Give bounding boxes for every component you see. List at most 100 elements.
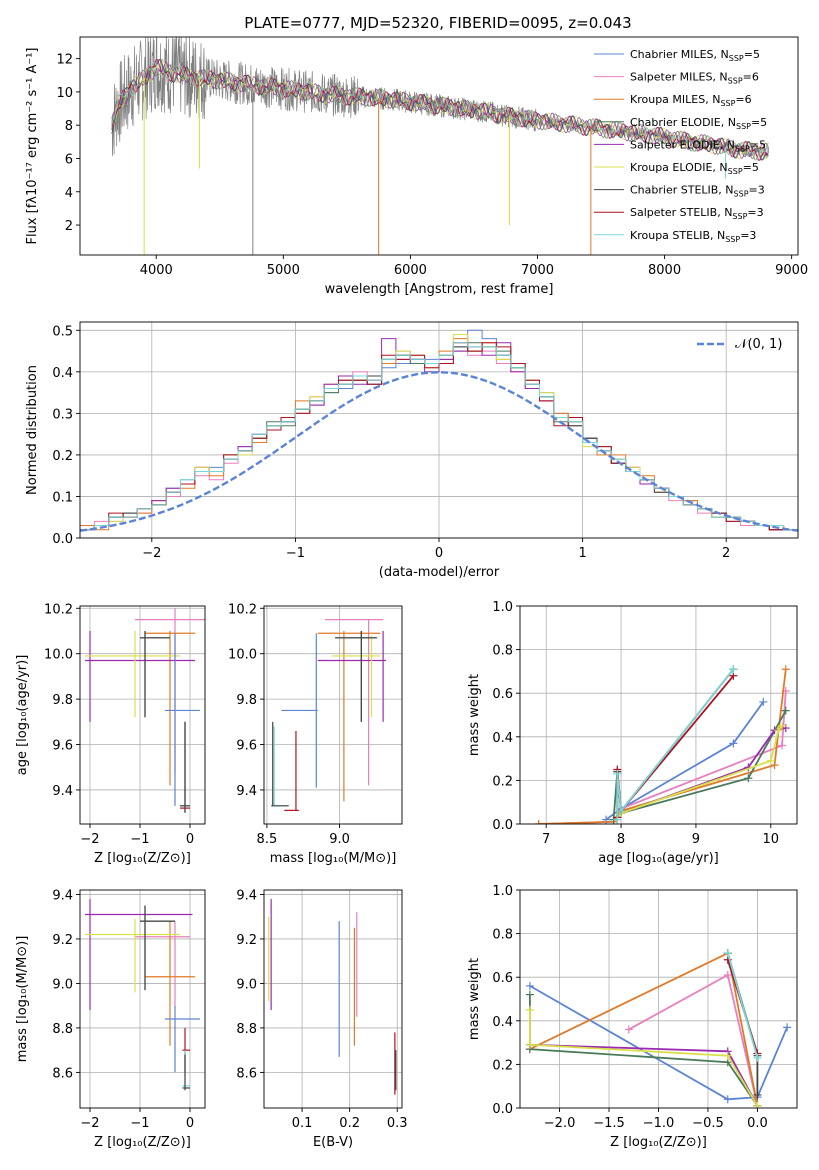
legend-sub: SSP <box>728 167 743 176</box>
y-tick-label: 0.5 <box>52 324 73 339</box>
x-tick-label: 6000 <box>394 263 427 278</box>
plot-area <box>520 606 797 824</box>
y-tick-label: 0.3 <box>52 407 73 422</box>
y-tick-label: 0.2 <box>52 449 73 464</box>
x-tick-label: −1 <box>286 546 305 561</box>
legend-label: Chabrier STELIB, N <box>630 184 734 197</box>
y-tick-label: 0.0 <box>52 532 73 547</box>
y-tick-label: 0.8 <box>492 644 513 659</box>
plus-marker <box>729 739 738 748</box>
axes-frame <box>519 889 798 1109</box>
chart-mass_vs_EBV: 0.1 0.2 0.3 8.6 8.8 9.0 9.2 9.4 E(B-V) <box>236 888 407 1150</box>
plus-marker <box>753 1053 762 1062</box>
figure-title: PLATE=0777, MJD=52320, FIBERID=0095, z=0… <box>244 14 631 32</box>
y-tick-label: 8 <box>65 119 73 134</box>
series-line-salpeter_stelib <box>616 675 735 818</box>
x-axis-label: wavelength [Angstrom, rest frame] <box>325 282 554 297</box>
x-tick-label: 7 <box>542 832 550 847</box>
plot-area <box>80 890 205 1108</box>
plus-marker <box>759 697 768 706</box>
y-tick-label: 9.2 <box>236 933 257 948</box>
legend-sub: SSP <box>734 190 749 199</box>
legend-suffix: =6 <box>743 71 759 84</box>
grid-lines <box>80 890 205 1108</box>
plus-marker <box>774 726 783 735</box>
y-tick-label: 10.0 <box>44 648 73 663</box>
plus-marker <box>613 815 622 824</box>
legend-entry: Salpeter ELODIE, NSSP=5 <box>630 138 766 153</box>
plus-marker <box>778 741 787 750</box>
axes-frame <box>519 605 798 825</box>
y-tick-label: 0.6 <box>492 687 513 702</box>
chart-massweight_vs_age: 7 8 9 10 0.0 0.2 0.4 0.6 0.8 1.0 age [log₁₀(age/yr… <box>467 600 798 866</box>
x-tick-label: −1 <box>130 1116 149 1131</box>
x-tick-label: 0.0 <box>747 1116 768 1131</box>
chart-massweight_vs_Z: −2.0 −1.5 −1.0 −0.5 0.0 0.0 0.2 0.4 0.6 0.8 1.0 Z [… <box>467 884 798 1150</box>
y-tick-label: 10 <box>56 86 73 101</box>
legend-entry: Salpeter STELIB, NSSP=3 <box>630 206 764 221</box>
x-axis-label: (data-model)/error <box>379 565 500 580</box>
legend-entry: Chabrier MILES, NSSP=5 <box>630 48 760 63</box>
legend-suffix: =3 <box>740 229 756 242</box>
y-tick-label: 6 <box>65 152 73 167</box>
y-tick-label: 0.4 <box>492 1015 513 1030</box>
y-tick-label: 0.0 <box>492 1102 513 1117</box>
y-axis-label: age [log₁₀(age/yr)] <box>15 655 30 776</box>
x-tick-label: −1.0 <box>643 1116 675 1131</box>
legend-suffix: =5 <box>751 116 767 129</box>
y-tick-label: 10.0 <box>228 648 257 663</box>
y-tick-label: 9.0 <box>52 977 73 992</box>
axes-frame <box>79 889 206 1109</box>
y-tick-label: 9.8 <box>52 693 73 708</box>
x-tick-label: −0.5 <box>692 1116 724 1131</box>
x-tick-label: 0 <box>186 832 194 847</box>
chart-mass_vs_Z: −2 −1 0 8.6 8.8 9.0 9.2 9.4 Z [log₁₀(Z/Z⊙)] mass … <box>15 888 206 1150</box>
grid-lines <box>264 606 402 824</box>
x-tick-label: −2 <box>80 1116 99 1131</box>
x-tick-label: 8 <box>617 832 625 847</box>
x-tick-label: 7000 <box>521 263 554 278</box>
series-line-kroupa_miles <box>529 951 759 1106</box>
x-tick-label: 10 <box>763 832 780 847</box>
legend-sub: SSP <box>720 99 735 108</box>
legend-suffix: =5 <box>750 138 766 151</box>
series-line-salpeter_miles <box>538 690 787 824</box>
x-tick-label: 0 <box>186 1116 194 1131</box>
x-tick-label: −1 <box>130 832 149 847</box>
axes-frame <box>79 321 799 539</box>
plus-marker <box>770 761 779 770</box>
y-axis-label: mass weight <box>467 674 482 756</box>
chart-residuals: −2 −1 0 1 2 0.0 0.1 0.2 0.3 0.4 0.5 (data-model)/er… <box>25 321 799 580</box>
x-tick-label: −2 <box>142 546 161 561</box>
grid-lines <box>520 890 797 1108</box>
legend-entry: Kroupa MILES, NSSP=6 <box>630 93 752 108</box>
plus-marker <box>525 981 534 990</box>
plus-marker <box>723 971 732 980</box>
series-line-kroupa_stelib <box>616 668 735 820</box>
x-tick-label: −2 <box>80 832 99 847</box>
x-tick-label: 0.2 <box>339 1116 360 1131</box>
series-line-chabrier_miles <box>529 985 788 1101</box>
plus-marker <box>525 990 534 999</box>
x-tick-label: 4000 <box>140 263 173 278</box>
y-tick-label: 1.0 <box>492 884 513 899</box>
grid-lines <box>520 606 797 824</box>
plus-marker <box>723 1051 732 1060</box>
legend-label: Kroupa STELIB, N <box>630 229 725 242</box>
plus-marker <box>753 1101 762 1108</box>
x-axis-label: mass [log₁₀(M/M⊙)] <box>270 851 397 866</box>
y-tick-label: 9.6 <box>236 739 257 754</box>
plot-area <box>111 37 769 255</box>
plus-marker <box>525 1040 534 1049</box>
axes-frame <box>263 605 403 825</box>
y-tick-label: 12 <box>56 53 73 68</box>
legend-entry: 𝒩(0, 1) <box>735 337 782 352</box>
plus-marker <box>613 769 622 778</box>
series-line-kroupa_stelib <box>726 952 759 1059</box>
y-tick-label: 8.8 <box>52 1022 73 1037</box>
x-axis-label: Z [log₁₀(Z/Z⊙)] <box>610 1135 707 1150</box>
y-tick-label: 0.1 <box>52 490 73 505</box>
y-axis-label: Flux [fλ10⁻¹⁷ erg cm⁻² s⁻¹ A⁻¹] <box>25 48 40 245</box>
